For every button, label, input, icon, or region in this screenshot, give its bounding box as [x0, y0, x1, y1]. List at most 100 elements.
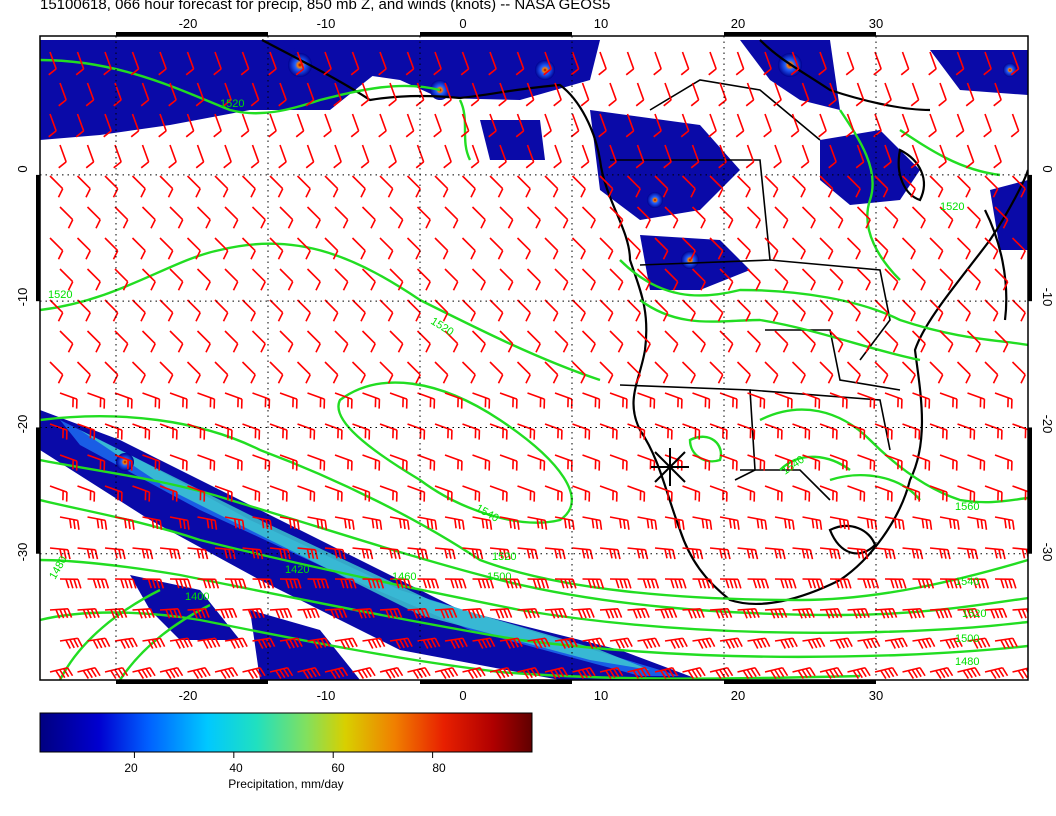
wind-barb	[406, 361, 421, 384]
wind-barb	[242, 423, 261, 440]
wind-barb	[571, 361, 586, 384]
wind-barb	[58, 82, 67, 107]
wind-barb	[444, 206, 459, 229]
wind-barb	[819, 547, 841, 560]
wind-barb	[103, 51, 112, 76]
wind-barb	[929, 547, 951, 560]
wind-barb	[819, 175, 834, 198]
wind-barb	[544, 361, 559, 384]
wind-barb	[49, 299, 64, 322]
wind-barb	[49, 423, 68, 440]
wind-barb	[654, 666, 679, 680]
wind-barb	[792, 666, 816, 680]
wind-barb	[581, 268, 596, 291]
wind-barb	[902, 666, 926, 680]
wind-barb	[297, 423, 316, 440]
wind-barb	[142, 454, 161, 471]
wind-barb	[818, 113, 827, 138]
wind-barb	[984, 607, 1008, 619]
wind-barb	[516, 299, 531, 322]
wind-barb	[543, 51, 552, 76]
wind-barb	[104, 485, 123, 502]
wind-barb	[104, 237, 119, 260]
wind-barb	[957, 423, 976, 440]
wind-barb	[829, 578, 852, 589]
wind-barb	[846, 361, 861, 384]
wind-barb	[929, 607, 953, 619]
wind-barb	[664, 268, 679, 291]
wind-barb	[764, 175, 779, 198]
wind-barb	[773, 144, 782, 169]
wind-barb	[829, 454, 848, 471]
wind-barb	[609, 516, 630, 530]
wind-barb	[554, 330, 569, 353]
wind-barb	[362, 392, 381, 409]
wind-barb	[333, 144, 342, 169]
wind-barb	[269, 607, 293, 619]
wind-barb	[635, 144, 645, 169]
wind-barb	[169, 330, 184, 353]
wind-barb	[169, 516, 190, 530]
wind-barb	[847, 547, 869, 560]
wind-barb	[444, 637, 468, 649]
wind-barb	[279, 637, 303, 649]
wind-barb	[213, 113, 222, 138]
wind-barb	[417, 578, 440, 589]
wind-barb	[571, 175, 586, 198]
wind-barb	[609, 578, 632, 589]
wind-barb	[407, 666, 431, 680]
wind-barb	[993, 144, 1002, 169]
wind-barb	[240, 51, 250, 76]
wind-barb	[527, 578, 550, 589]
lat-label: -30	[15, 543, 30, 562]
wind-barb	[434, 485, 453, 502]
wind-barb	[819, 607, 843, 619]
wind-barb	[279, 268, 294, 291]
wind-barb	[361, 206, 376, 229]
wind-barb	[884, 516, 905, 530]
wind-barb	[819, 423, 838, 440]
wind-barb	[305, 82, 315, 107]
wind-barb	[554, 268, 569, 291]
wind-barb	[692, 578, 715, 589]
wind-barb	[307, 516, 328, 530]
wind-barb	[967, 392, 986, 409]
lon-label: 30	[869, 688, 883, 703]
wind-barb	[433, 113, 442, 138]
wind-barb	[690, 82, 700, 107]
wind-barb	[719, 578, 742, 589]
colorbar: 20 40 60 80 Precipitation, mm/day	[39, 712, 533, 791]
wind-barb	[499, 516, 520, 530]
wind-barb	[460, 113, 470, 138]
contour-label: 1520	[492, 551, 516, 563]
wind-barb	[197, 578, 220, 589]
wind-barb	[379, 547, 401, 560]
wind-barb	[158, 51, 167, 76]
wind-barb	[351, 361, 366, 384]
wind-barb	[682, 666, 706, 680]
wind-barb	[114, 330, 129, 353]
wind-barb	[829, 637, 853, 649]
contour-label: 1520	[220, 98, 244, 110]
wind-barb	[800, 144, 810, 169]
wind-barb	[719, 516, 740, 530]
wind-barb	[295, 51, 305, 76]
wind-barb	[873, 113, 882, 138]
wind-barb	[802, 637, 826, 649]
wind-barb	[168, 82, 177, 107]
wind-barb	[846, 175, 861, 198]
wind-barb	[929, 299, 944, 322]
wind-barb	[746, 206, 761, 229]
wind-barb	[378, 113, 387, 138]
wind-barb	[764, 607, 788, 619]
wind-barb	[682, 485, 701, 502]
wind-barb	[279, 516, 300, 530]
wind-barb	[901, 361, 916, 384]
wind-barb	[489, 299, 504, 322]
wind-barb	[85, 144, 95, 169]
wind-barb	[114, 578, 137, 589]
wind-barb	[719, 206, 734, 229]
wind-barb	[142, 578, 165, 589]
wind-barb	[736, 175, 751, 198]
wind-barb	[472, 578, 495, 589]
